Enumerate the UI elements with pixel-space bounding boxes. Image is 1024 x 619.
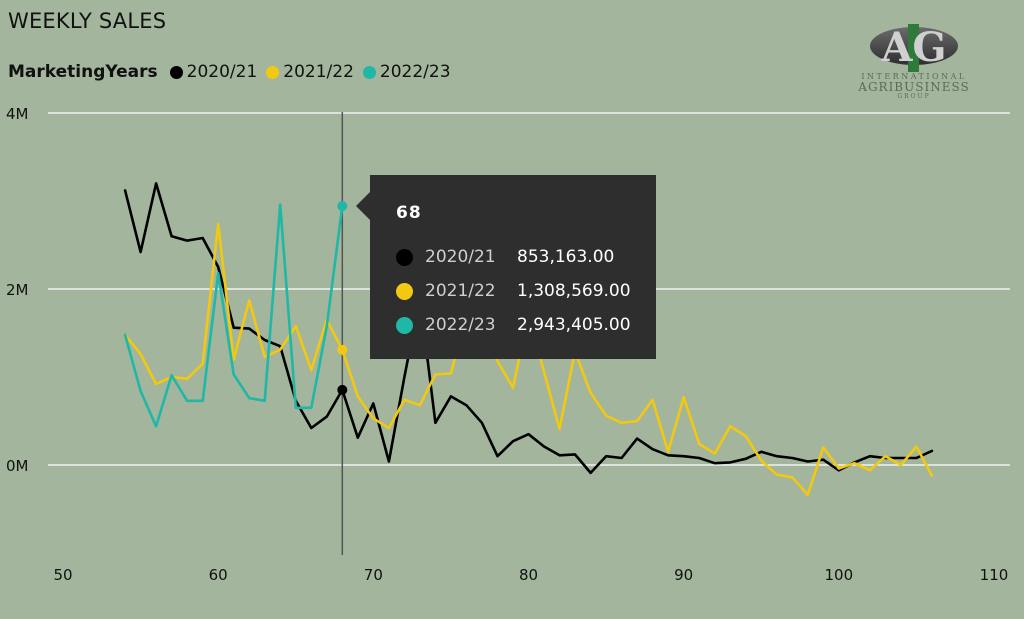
legend-label-2021-22: 2021/22 xyxy=(283,62,354,82)
legend-dot-2021-22 xyxy=(266,65,280,79)
tooltip-series-value: 2,943,405.00 xyxy=(517,315,631,335)
company-logo: AG INTERNATIONAL AGRIBUSINESS GROUP xyxy=(852,22,976,106)
legend: MarketingYears 2020/21 2021/22 2022/23 xyxy=(8,62,460,82)
logo-line-2: AGRIBUSINESS xyxy=(858,80,970,94)
x-tick-label: 70 xyxy=(364,566,383,584)
legend-item-2021-22[interactable]: 2021/22 xyxy=(266,62,354,82)
legend-label-2020-21: 2020/21 xyxy=(186,62,258,82)
legend-dot-2020-21 xyxy=(169,65,183,79)
tooltip-series-value: 853,163.00 xyxy=(517,247,615,267)
hover-point-2020-21 xyxy=(337,384,348,395)
tooltip: 68 2020/21 853,163.00 2021/22 1,308,569.… xyxy=(356,175,656,359)
x-tick-label: 100 xyxy=(825,566,854,584)
x-tick-label: 60 xyxy=(209,566,228,584)
legend-dot-2022-23 xyxy=(362,65,376,79)
legend-item-2020-21[interactable]: 2020/21 xyxy=(169,62,258,82)
y-tick-label: 4M xyxy=(6,105,29,123)
tooltip-series-name: 2022/23 xyxy=(425,315,496,335)
legend-item-2022-23[interactable]: 2022/23 xyxy=(362,62,451,82)
legend-label-2022-23: 2022/23 xyxy=(379,62,451,82)
x-axis: 50 60 70 80 90 100 110 xyxy=(53,566,1008,584)
hover-point-2022-23 xyxy=(337,200,348,211)
logo-mark-text: AG xyxy=(880,24,946,71)
tooltip-series-name: 2021/22 xyxy=(425,281,496,301)
y-tick-label: 2M xyxy=(6,281,29,299)
series-line-2022-23[interactable] xyxy=(123,203,344,428)
x-tick-label: 110 xyxy=(980,566,1009,584)
tooltip-dot-2021-22 xyxy=(396,282,413,300)
x-tick-label: 50 xyxy=(53,566,72,584)
tooltip-dot-2020-21 xyxy=(396,248,413,266)
y-axis: 0M 2M 4M xyxy=(6,105,29,475)
logo-line-1: INTERNATIONAL xyxy=(861,72,967,81)
y-tick-label: 0M xyxy=(6,457,29,475)
logo-line-3: GROUP xyxy=(897,93,931,100)
x-tick-label: 80 xyxy=(519,566,538,584)
chart-title: WEEKLY SALES xyxy=(8,9,167,33)
tooltip-dot-2022-23 xyxy=(396,316,413,334)
tooltip-header: 68 xyxy=(396,203,422,223)
logo-mark-icon: AG xyxy=(870,24,958,72)
tooltip-row-2022-23: 2022/23 2,943,405.00 xyxy=(396,315,631,335)
tooltip-series-value: 1,308,569.00 xyxy=(517,281,631,301)
logo-org-name: INTERNATIONAL AGRIBUSINESS GROUP xyxy=(852,72,976,102)
x-tick-label: 90 xyxy=(674,566,693,584)
tooltip-series-name: 2020/21 xyxy=(425,247,496,267)
hover-point-2021-22 xyxy=(337,344,348,355)
legend-title: MarketingYears xyxy=(8,62,158,82)
tooltip-row-2020-21: 2020/21 853,163.00 xyxy=(396,247,614,267)
tooltip-row-2021-22: 2021/22 1,308,569.00 xyxy=(396,281,631,301)
